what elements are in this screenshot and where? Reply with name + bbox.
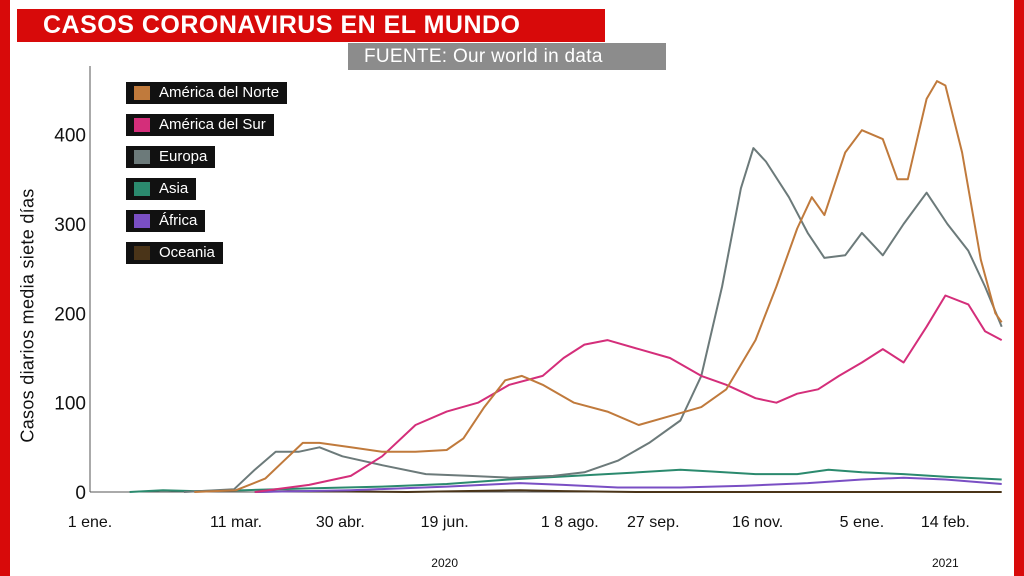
source-label: FUENTE: Our world in data — [348, 43, 666, 70]
legend-label: Asia — [159, 180, 189, 197]
right-red-border — [1014, 0, 1024, 576]
chart-title: CASOS CORONAVIRUS EN EL MUNDO — [17, 9, 605, 42]
legend-item: América del Sur — [126, 114, 274, 136]
y-tick-label: 300 — [54, 215, 86, 236]
legend-swatch — [134, 246, 150, 260]
year-label: 2021 — [932, 556, 959, 570]
legend-swatch — [134, 86, 150, 100]
x-tick-label: 1 8 ago. — [541, 514, 599, 531]
legend-item: América del Norte — [126, 82, 288, 104]
x-tick-label: 19 jun. — [421, 514, 469, 531]
legend-swatch — [134, 118, 150, 132]
x-tick-label: 16 nov. — [732, 514, 783, 531]
y-tick-label: 200 — [54, 304, 86, 325]
x-tick-label: 30 abr. — [316, 514, 365, 531]
year-label: 2020 — [431, 556, 458, 570]
legend-label: América del Norte — [159, 84, 280, 101]
x-tick-label: 14 feb. — [921, 514, 970, 531]
x-tick-label: 11 mar. — [210, 514, 262, 531]
left-red-border — [0, 0, 10, 576]
legend-swatch — [134, 182, 150, 196]
x-tick-label: 1 ene. — [68, 514, 112, 531]
x-tick-label: 5 ene. — [840, 514, 884, 531]
legend-item: Asia — [126, 178, 197, 200]
legend-label: América del Sur — [159, 116, 266, 133]
legend-swatch — [134, 214, 150, 228]
series-line-américa-del-norte — [194, 80, 1003, 493]
y-tick-label: 400 — [54, 126, 86, 147]
legend-item: Oceania — [126, 242, 223, 264]
series-line-europa — [183, 147, 1003, 493]
x-tick-label: 27 sep. — [627, 514, 679, 531]
legend-label: Europa — [159, 148, 208, 165]
legend-swatch — [134, 150, 150, 164]
legend-item: África — [126, 210, 206, 232]
legend-label: Oceania — [159, 244, 215, 261]
series-line-asia — [129, 468, 1002, 493]
legend-label: África — [159, 212, 198, 229]
y-axis-label: Casos diarios media siete días — [17, 188, 38, 443]
y-tick-label: 0 — [75, 483, 86, 504]
series-line-áfrica — [254, 476, 1002, 493]
y-tick-label: 100 — [54, 394, 86, 415]
series-line-américa-del-sur — [254, 294, 1003, 493]
legend-item: Europa — [126, 146, 216, 168]
